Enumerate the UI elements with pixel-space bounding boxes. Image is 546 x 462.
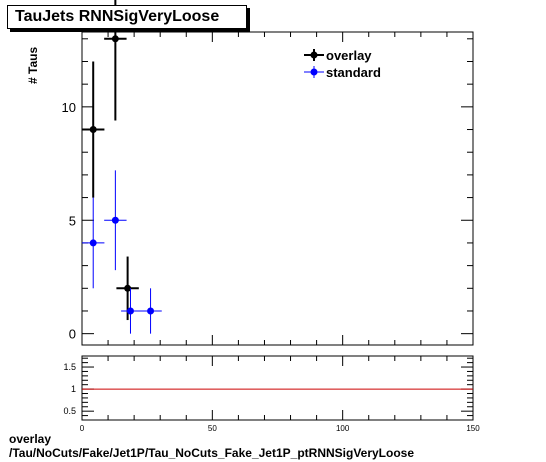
footer-label: overlay: [9, 432, 52, 446]
ratio-x-tick-label: 0: [80, 424, 85, 433]
legend-marker: [310, 51, 318, 59]
main-plot-frame: [81, 31, 474, 346]
data-point: [111, 216, 119, 224]
ratio-x-tick-label: 100: [336, 424, 350, 433]
data-point: [89, 239, 97, 247]
ratio-x-axis: 0 50 100 150: [80, 356, 480, 433]
legend-label: overlay: [326, 48, 372, 63]
data-point: [126, 307, 134, 315]
ratio-plot-border: [81, 355, 474, 421]
chart-title-box: TauJets RNNSigVeryLoose: [7, 5, 247, 29]
y-axis-label: # Taus: [26, 47, 40, 84]
series-standard: [82, 170, 162, 334]
data-point: [124, 284, 132, 292]
main-y-tick-label: 0: [69, 327, 76, 342]
legend: overlay standard: [304, 48, 381, 80]
legend-label: standard: [326, 65, 381, 80]
ratio-y-tick-label: 1.5: [63, 362, 76, 372]
chart-title: TauJets RNNSigVeryLoose: [15, 8, 220, 25]
ratio-y-axis: 0.5 1 1.5: [63, 357, 473, 416]
ratio-plot-frame: [81, 355, 474, 421]
data-point: [111, 35, 119, 43]
legend-marker: [310, 68, 318, 76]
footer-path: /Tau/NoCuts/Fake/Jet1P/Tau_NoCuts_Fake_J…: [9, 446, 415, 460]
ratio-x-tick-label: 50: [208, 424, 217, 433]
series-overlay: [82, 0, 139, 321]
ratio-y-tick-label: 1: [71, 384, 76, 394]
main-plot-series: [82, 0, 162, 334]
ratio-y-tick-label: 0.5: [63, 406, 76, 416]
main-y-tick-label: 5: [69, 213, 76, 228]
ratio-x-tick-label: 150: [466, 424, 480, 433]
main-plot-border: [81, 31, 474, 346]
data-point: [89, 126, 97, 134]
main-y-tick-label: 10: [62, 100, 76, 115]
data-point: [147, 307, 155, 315]
main-y-axis: 0 5 10: [62, 38, 473, 342]
